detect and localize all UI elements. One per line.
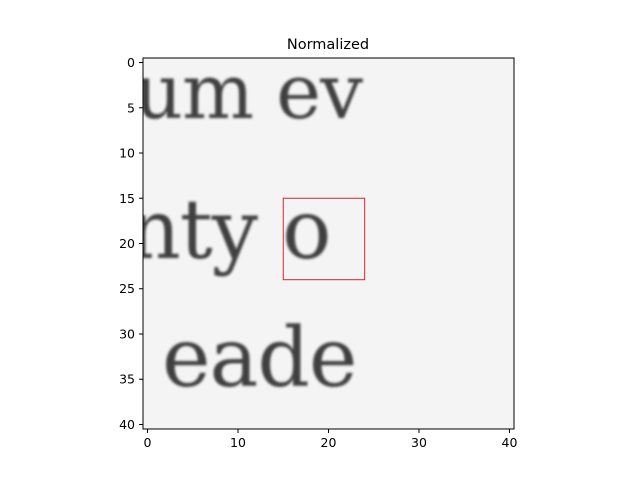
image-text-row-2: nty o	[128, 183, 331, 278]
y-tick-label: 20	[119, 236, 135, 251]
image-text-row-1: um ev	[134, 47, 363, 136]
y-tick-label: 10	[119, 146, 135, 161]
text-row-1: um ev	[134, 47, 364, 136]
x-tick-label: 20	[321, 435, 337, 450]
highlight-box	[282, 197, 366, 281]
text-row-3: eade	[162, 311, 357, 406]
y-tick-label: 25	[119, 281, 135, 296]
y-tick-label: 5	[127, 100, 135, 115]
y-tick-label: 30	[119, 326, 135, 341]
chart-title: Normalized	[287, 37, 369, 53]
y-tick-label: 0	[127, 55, 135, 70]
text-row-2: nty o	[128, 183, 332, 278]
y-tick-label: 15	[119, 191, 135, 206]
y-tick-label: 40	[119, 417, 135, 432]
x-tick-label: 30	[411, 435, 427, 450]
image-text-row-3: eade	[162, 311, 356, 406]
y-tick-label: 35	[119, 372, 135, 387]
x-tick-label: 40	[502, 435, 518, 450]
x-tick-label: 0	[144, 435, 152, 450]
y-axis: 0 5 10 15 20 25 30 35 40	[119, 55, 143, 432]
image-background	[143, 58, 514, 429]
image-area: um ev nty o eade	[128, 47, 514, 429]
x-tick-label: 10	[230, 435, 246, 450]
x-axis: 0 10 20 30 40	[144, 429, 518, 450]
